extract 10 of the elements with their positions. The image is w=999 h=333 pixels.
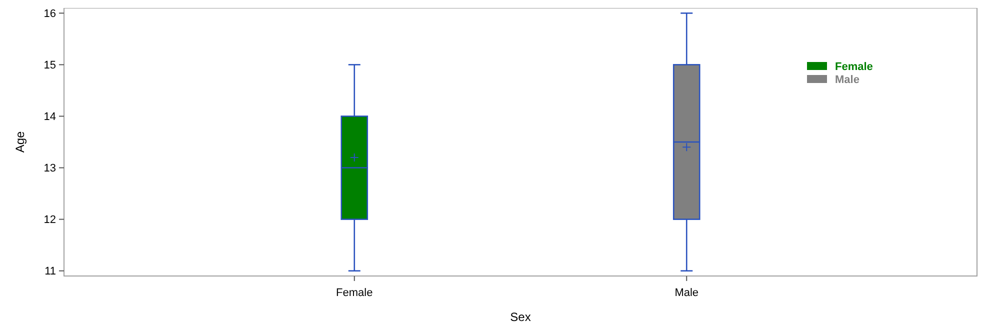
y-tick-label: 13 xyxy=(44,162,56,175)
y-tick-label: 14 xyxy=(44,111,56,124)
y-axis-title: Age xyxy=(13,131,27,153)
y-tick-label: 15 xyxy=(44,60,56,72)
x-axis-title: Sex xyxy=(510,310,531,324)
legend-label: Male xyxy=(835,74,860,86)
y-tick-label: 16 xyxy=(44,8,56,20)
y-tick-label: 12 xyxy=(44,214,56,226)
legend-label: Female xyxy=(835,60,873,73)
y-tick-label: 11 xyxy=(44,266,56,278)
